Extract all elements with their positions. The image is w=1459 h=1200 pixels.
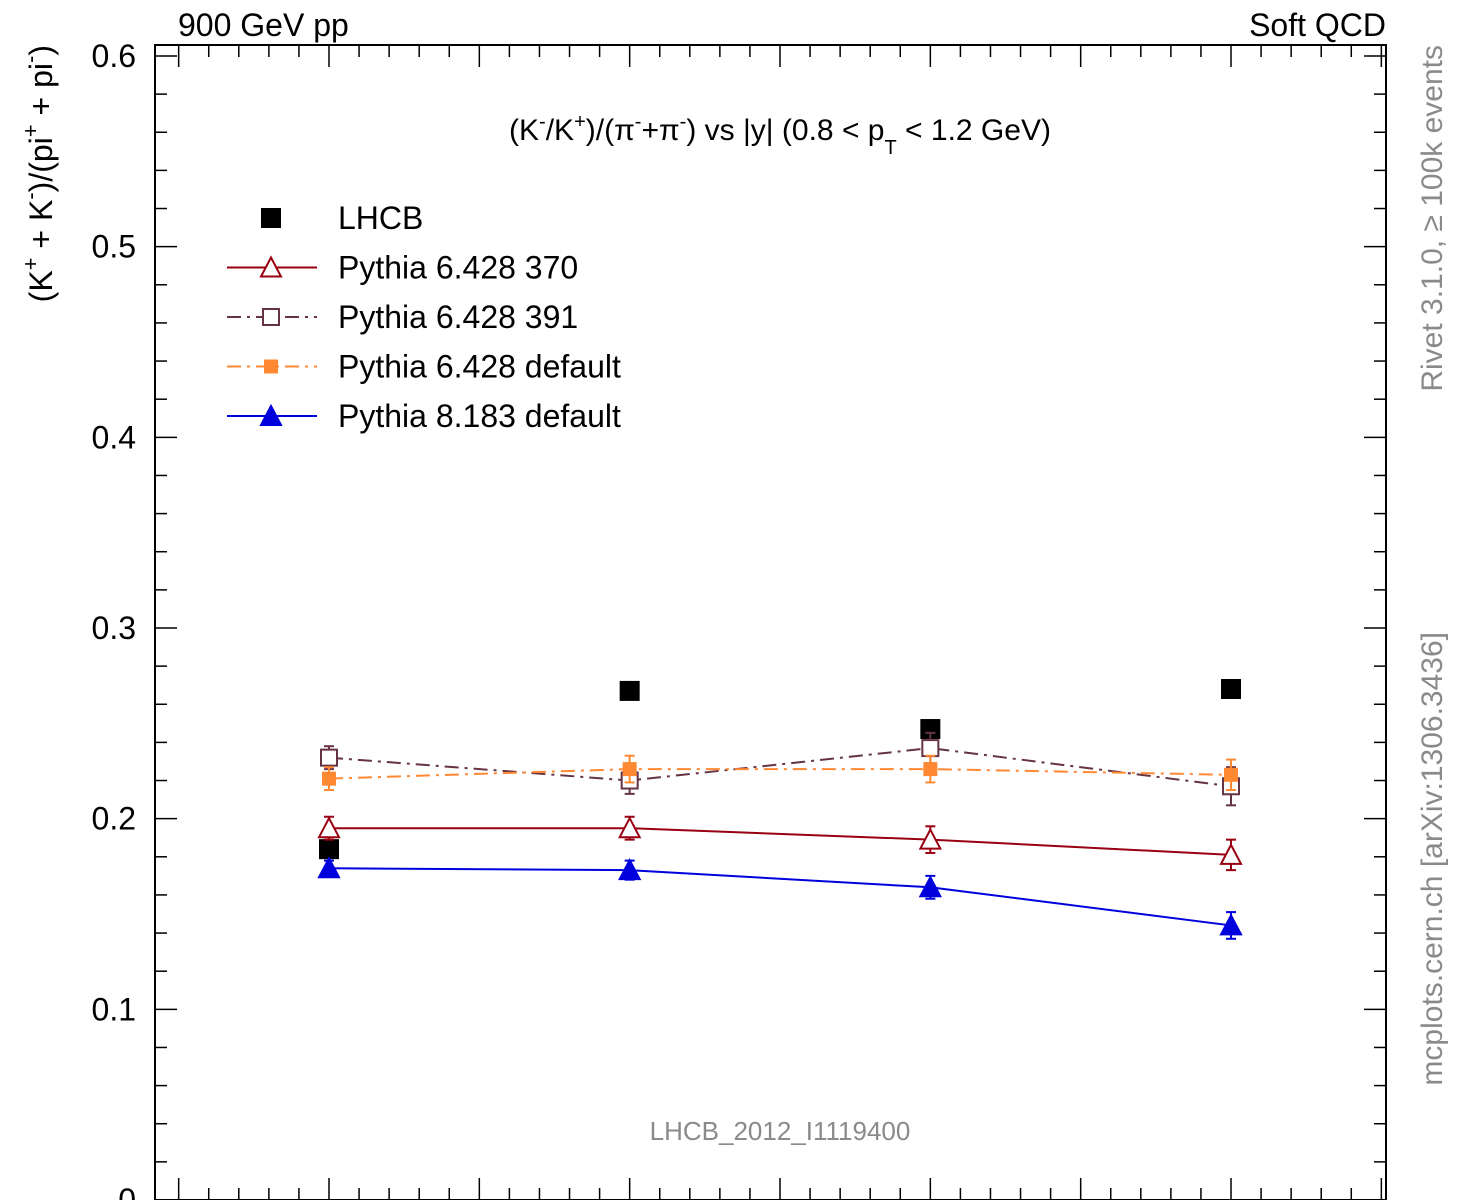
x-axis-ticks — [177, 45, 1383, 1200]
series-4 — [317, 856, 1243, 940]
marker — [319, 839, 339, 860]
plot-frame — [154, 44, 1387, 1200]
plot-title: (K-/K+)/(π-+π-) vs |y| (0.8 < pT < 1.2 G… — [509, 111, 1051, 159]
y-tick-label: 0.5 — [92, 229, 136, 265]
series-line — [328, 867, 1232, 927]
header-left: 900 GeV pp — [178, 7, 349, 43]
legend-label: LHCB — [338, 200, 423, 236]
marker — [317, 856, 341, 879]
y-tick-label: 0.4 — [92, 419, 136, 455]
marker — [259, 255, 283, 278]
marker — [622, 762, 637, 777]
marker — [264, 359, 278, 374]
marker — [259, 403, 283, 426]
marker — [1219, 913, 1243, 936]
marker — [923, 762, 938, 777]
marker — [317, 816, 341, 839]
series-0 — [319, 679, 1242, 860]
rivet-version-label: Rivet 3.1.0, ≥ 100k events — [1416, 45, 1449, 392]
series-line — [328, 768, 1232, 780]
series-line — [328, 747, 1232, 788]
marker — [1219, 842, 1243, 865]
y-tick-label: 0.2 — [92, 801, 136, 837]
data-series — [317, 679, 1243, 940]
legend-label: Pythia 8.183 default — [338, 398, 621, 434]
marker — [1221, 679, 1242, 700]
marker — [618, 857, 642, 881]
marker — [618, 816, 642, 839]
y-tick-label: 0.1 — [92, 991, 136, 1027]
series-3 — [322, 754, 1239, 792]
marker — [1224, 767, 1239, 782]
marker — [918, 827, 942, 850]
marker — [261, 208, 281, 228]
source-label: mcplots.cern.ch [arXiv:1306.3436] — [1416, 632, 1449, 1086]
legend-label: Pythia 6.428 default — [338, 349, 621, 385]
series-2 — [320, 731, 1241, 807]
marker — [918, 875, 942, 898]
y-axis-label: (K+ + K-)/(pi+ + pi-) — [18, 45, 59, 302]
marker — [320, 748, 338, 767]
y-axis: 0 0.1 0.2 0.3 0.4 0.5 0.6 — [92, 38, 1386, 1200]
legend-label: Pythia 6.428 391 — [338, 299, 578, 335]
marker — [322, 771, 336, 786]
series-line — [329, 827, 1232, 856]
y-tick-label: 0.6 — [92, 38, 136, 74]
series-1 — [317, 815, 1243, 872]
analysis-id: LHCB_2012_I1119400 — [650, 1116, 911, 1146]
header-right: Soft QCD — [1249, 7, 1386, 43]
legend: LHCB Pythia 6.428 370 Pythia 6.428 391 Pyth… — [227, 200, 621, 434]
marker — [920, 719, 941, 740]
legend-label: Pythia 6.428 370 — [338, 250, 578, 286]
y-tick-label: 0 — [118, 1182, 136, 1200]
marker — [921, 739, 940, 758]
marker — [262, 308, 280, 326]
marker — [619, 680, 640, 701]
y-tick-label: 0.3 — [92, 610, 136, 646]
